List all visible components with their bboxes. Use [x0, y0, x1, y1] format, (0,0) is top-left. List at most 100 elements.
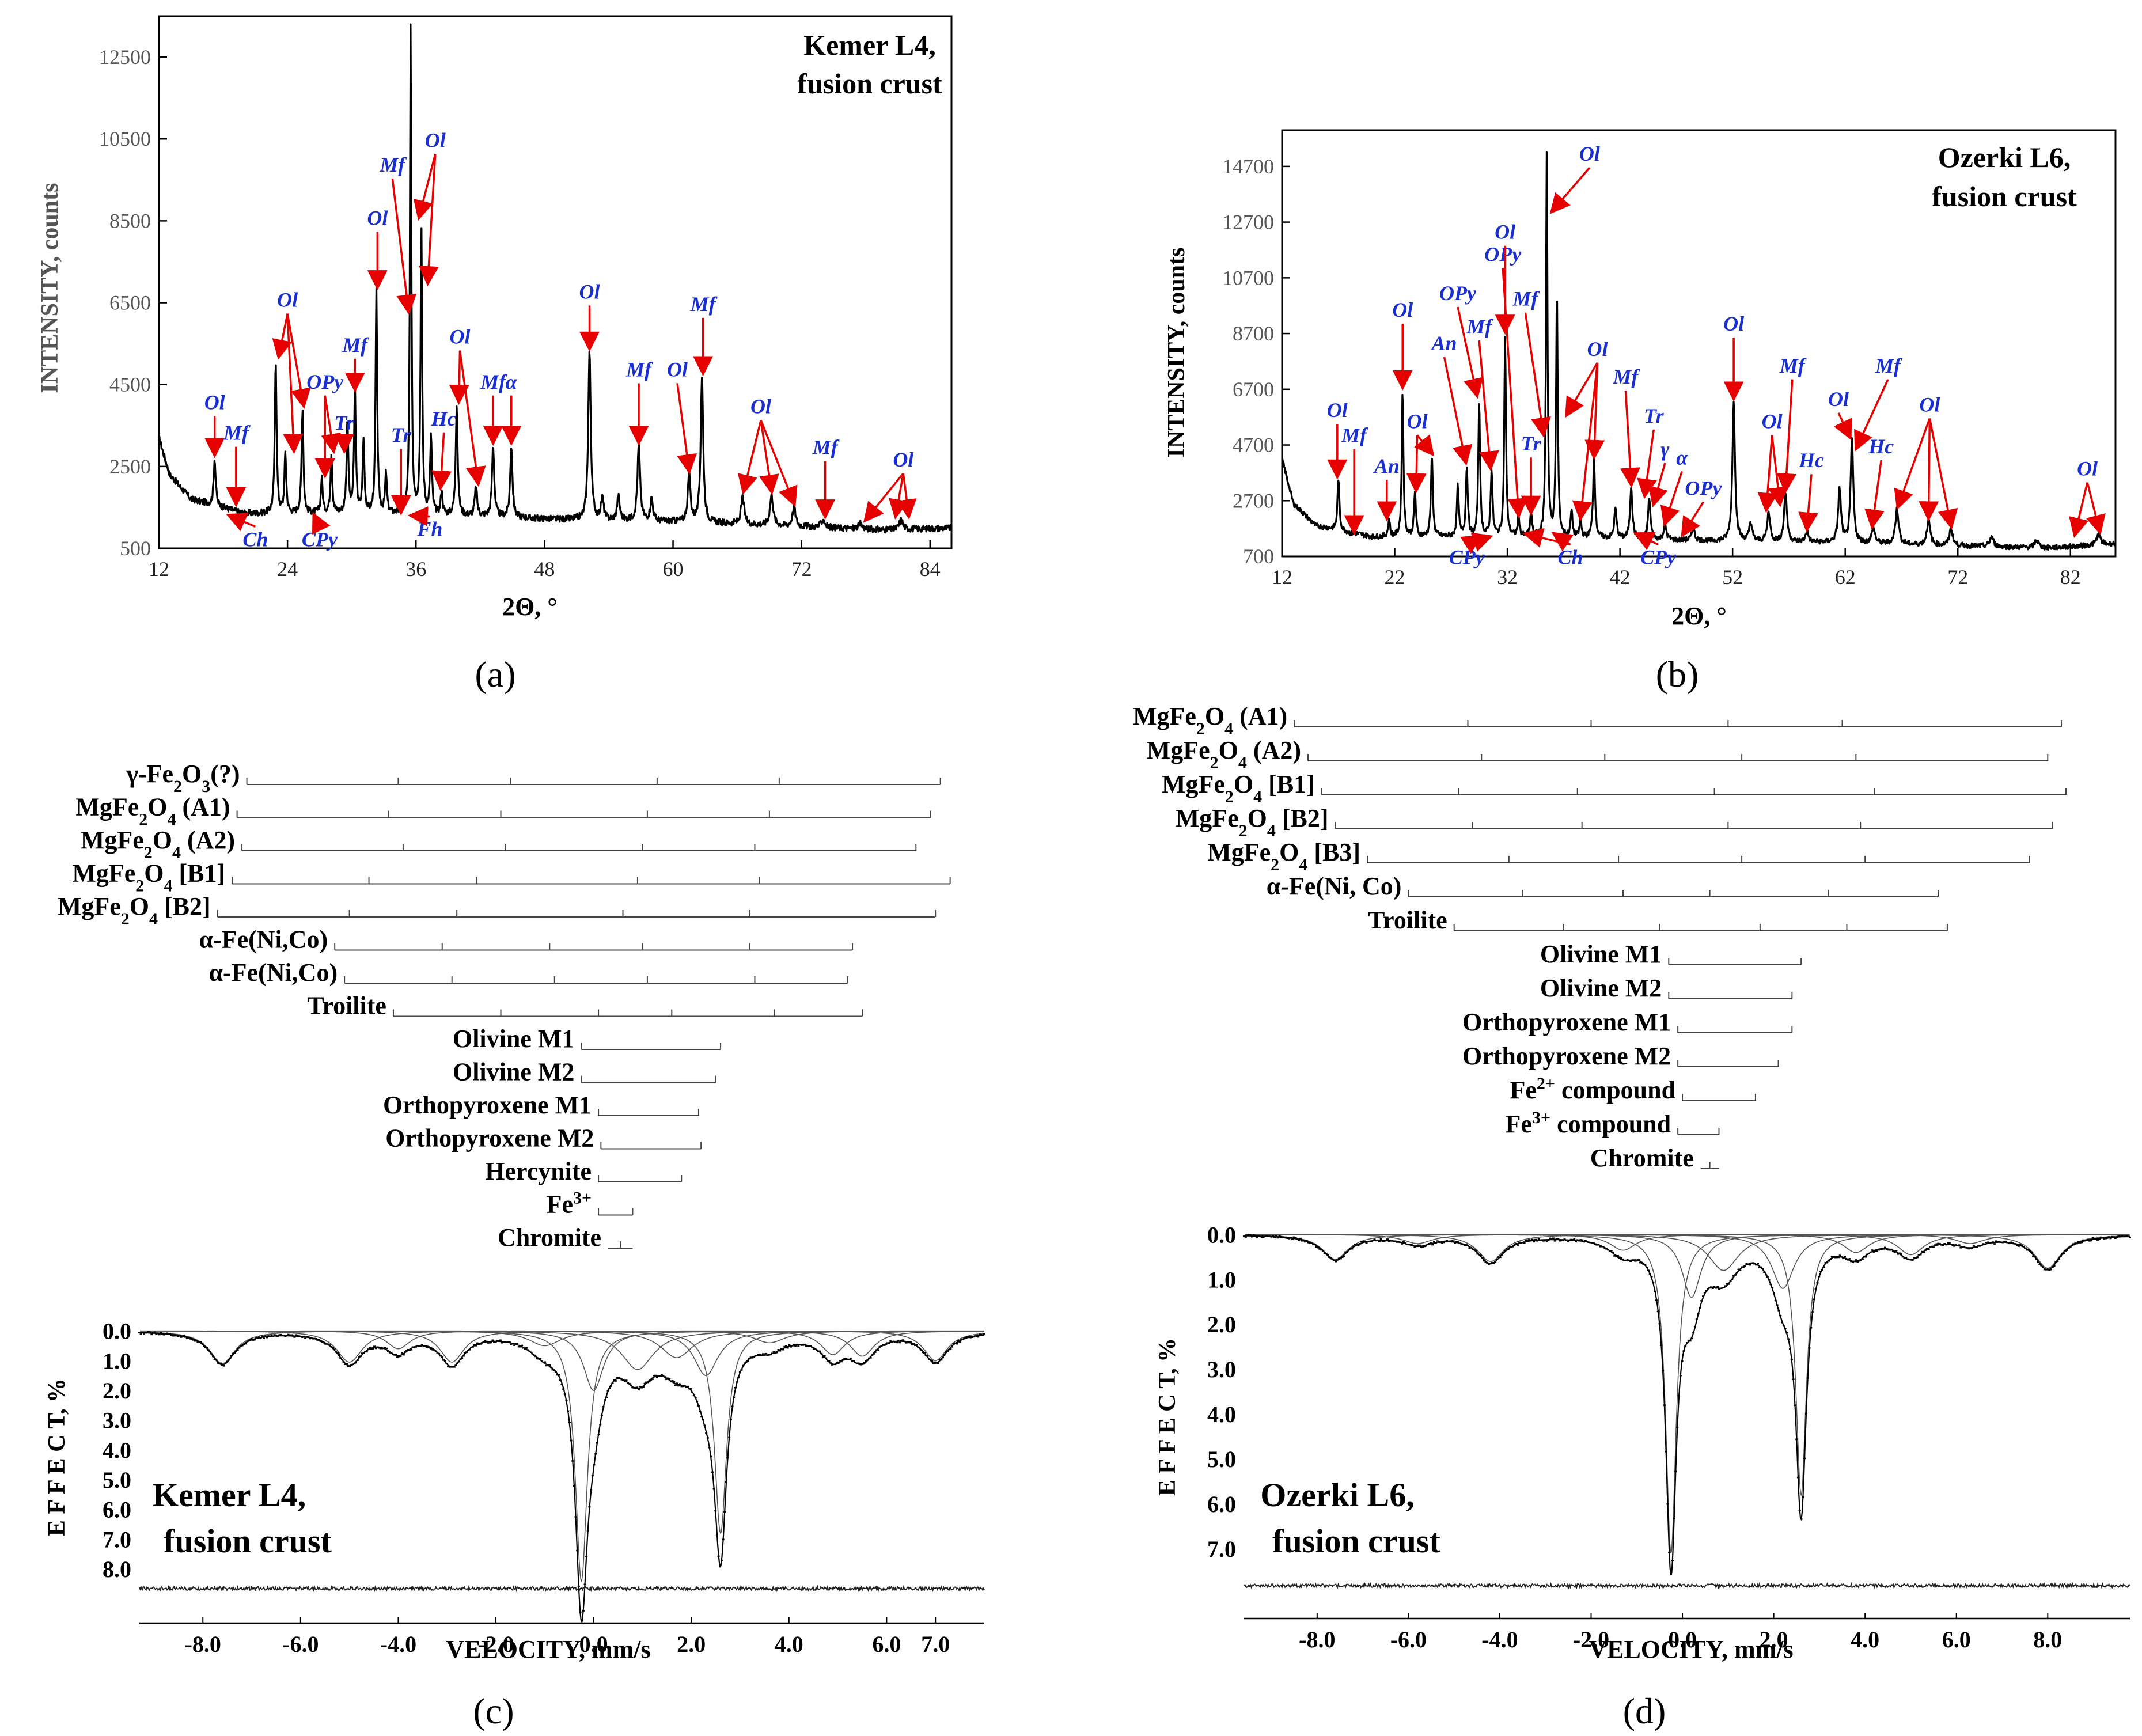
- component-label: MgFe2O4 (A1): [1133, 702, 1287, 738]
- label-subscript: 2: [144, 843, 153, 862]
- diffractogram-line: [1281, 151, 2117, 551]
- phase-arrow: [1457, 306, 1484, 399]
- x-tick-label: -4.0: [1481, 1627, 1518, 1652]
- label-subscript: 2: [1239, 821, 1248, 840]
- x-tick-label: 48: [534, 558, 555, 581]
- phase-arrow: [1919, 418, 1939, 522]
- label-text: Fe: [1510, 1076, 1536, 1104]
- phase-arrow: [413, 154, 437, 221]
- panel-b-title-line-1: Ozerki L6,: [1938, 141, 2071, 173]
- phase-arrow: [391, 178, 417, 315]
- phase-label: Mf: [812, 436, 840, 459]
- label-text: α-Fe(Ni,Co): [208, 958, 338, 987]
- spectrum-data-points: [138, 1331, 985, 1622]
- phase-arrow: [1413, 434, 1435, 457]
- x-tick-label: 0.0: [1668, 1627, 1697, 1652]
- panel-a-ticks: 12 24 36 48 60 72 84 500 2500 4500 6500 8500 10500 12…: [99, 46, 941, 581]
- phase-label: An: [1431, 332, 1457, 355]
- phase-label: Ol: [367, 206, 388, 229]
- phase-arrow: [896, 473, 917, 520]
- phase-arrow: [676, 383, 697, 475]
- panel-a-title-line-2: fusion crust: [797, 67, 942, 100]
- label-text: MgFe: [1162, 770, 1225, 798]
- phase-label: Tr: [1521, 432, 1542, 455]
- phase-arrow: [418, 154, 439, 286]
- phase-arrow: [1864, 460, 1885, 530]
- phase-arrow: [1854, 379, 1889, 452]
- y-tick-label: 3.0: [1207, 1356, 1236, 1382]
- label-text: MgFe: [75, 793, 139, 821]
- phase-label: Ol: [1919, 393, 1940, 416]
- y-tick-label: 8.0: [103, 1556, 131, 1582]
- x-tick-label: 4.0: [775, 1631, 803, 1657]
- panel-d-title-line-1: Ozerki L6,: [1260, 1476, 1414, 1514]
- label-text: MgFe: [1133, 702, 1196, 730]
- x-tick-label: 36: [405, 558, 426, 581]
- x-tick-label: 12: [1272, 566, 1292, 589]
- panel-d-title-line-2: fusion crust: [1272, 1522, 1440, 1560]
- phase-label: Fh: [416, 518, 442, 541]
- x-tick-label: 0.0: [579, 1631, 608, 1657]
- label-text: Chromite: [498, 1223, 601, 1252]
- panel-d-component-stick-diagram: MgFe2O4 (A1)MgFe2O4 (A2)MgFe2O4 [B1]MgFe…: [1133, 702, 2067, 1172]
- label-text: MgFe: [1176, 804, 1239, 832]
- label-text: [B1]: [1262, 770, 1315, 798]
- phase-label: α: [1676, 446, 1688, 469]
- phase-arrow: [863, 472, 904, 523]
- x-tick-label: 82: [2060, 566, 2081, 589]
- x-tick-label: -4.0: [380, 1631, 416, 1657]
- y-tick-label: 2700: [1233, 489, 1274, 512]
- component-label: Olivine M1: [1540, 940, 1662, 968]
- phase-label: γ: [1660, 438, 1669, 461]
- y-tick-label: 7.0: [1207, 1536, 1236, 1562]
- component-label: Troilite: [307, 992, 386, 1020]
- y-tick-label: 5.0: [103, 1467, 131, 1493]
- x-tick-label: 6.0: [872, 1631, 901, 1657]
- phase-arrow: [1443, 357, 1473, 466]
- component-label: Olivine M1: [453, 1025, 574, 1053]
- component-label: Chromite: [1590, 1144, 1694, 1172]
- y-tick-label: 700: [1243, 545, 1274, 568]
- phase-label: Ol: [1407, 410, 1428, 433]
- label-text: Orthopyroxene M1: [1462, 1008, 1671, 1036]
- label-text: Chromite: [1590, 1144, 1694, 1172]
- panel-c-title-line-1: Kemer L4,: [153, 1476, 306, 1514]
- x-tick-label: 62: [1835, 566, 1856, 589]
- phase-arrow: [1584, 362, 1605, 460]
- phase-arrow: [272, 313, 292, 360]
- phase-label: Mf: [379, 153, 407, 176]
- component-label: Orthopyroxene M2: [385, 1124, 594, 1153]
- phase-label: Ol: [277, 289, 298, 312]
- x-tick-label: 2.0: [1760, 1627, 1788, 1652]
- x-tick-label: 32: [1497, 566, 1518, 589]
- label-text: (?): [210, 760, 240, 788]
- y-tick-label: 0.0: [1207, 1222, 1236, 1248]
- phase-label: Ol: [1828, 388, 1849, 411]
- phase-label: Hc: [1868, 435, 1894, 458]
- phase-label: Ol: [1587, 338, 1608, 361]
- phase-arrow: [1798, 474, 1818, 533]
- component-label: MgFe2O4 (A1): [75, 793, 230, 829]
- label-superscript: 3+: [1532, 1108, 1550, 1127]
- y-tick-label: 12700: [1222, 211, 1274, 234]
- label-text: Olivine M2: [1540, 974, 1662, 1002]
- phase-label: Mf: [1512, 287, 1540, 310]
- phase-label: OPy: [306, 370, 344, 393]
- subspectrum-line: [300, 1330, 984, 1344]
- label-text: O: [1279, 838, 1299, 866]
- component-label: Fe3+: [547, 1188, 592, 1219]
- component-label: MgFe2O4 [B1]: [72, 859, 225, 896]
- label-subscript: 2: [1196, 719, 1205, 738]
- panel-d-y-axis-label: E F F E C T, %: [1154, 1338, 1181, 1496]
- y-tick-label: 6.0: [1207, 1491, 1236, 1517]
- phase-arrow: [407, 506, 430, 526]
- phase-label: Ol: [1579, 142, 1600, 165]
- label-subscript: 4: [1299, 855, 1307, 874]
- label-subscript: 4: [149, 909, 158, 928]
- phase-arrow: [737, 420, 762, 495]
- panel-a-title-line-1: Kemer L4,: [803, 29, 936, 61]
- phase-label: Hc: [431, 407, 457, 430]
- phase-label: Mf: [1466, 315, 1493, 338]
